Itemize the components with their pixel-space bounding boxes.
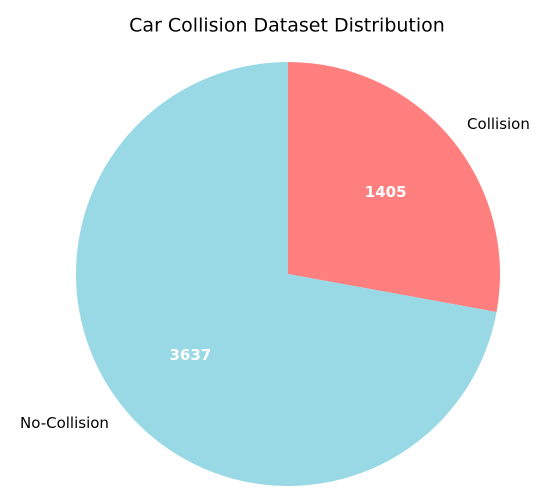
chart-title: Car Collision Dataset Distribution: [129, 15, 445, 37]
pie-slice: [288, 62, 500, 312]
value-label: 1405: [365, 183, 407, 201]
pie-slice: [75, 62, 497, 486]
value-label: 3637: [169, 346, 211, 364]
slice-label: Collision: [467, 115, 530, 133]
slice-label: No-Collision: [20, 414, 109, 432]
